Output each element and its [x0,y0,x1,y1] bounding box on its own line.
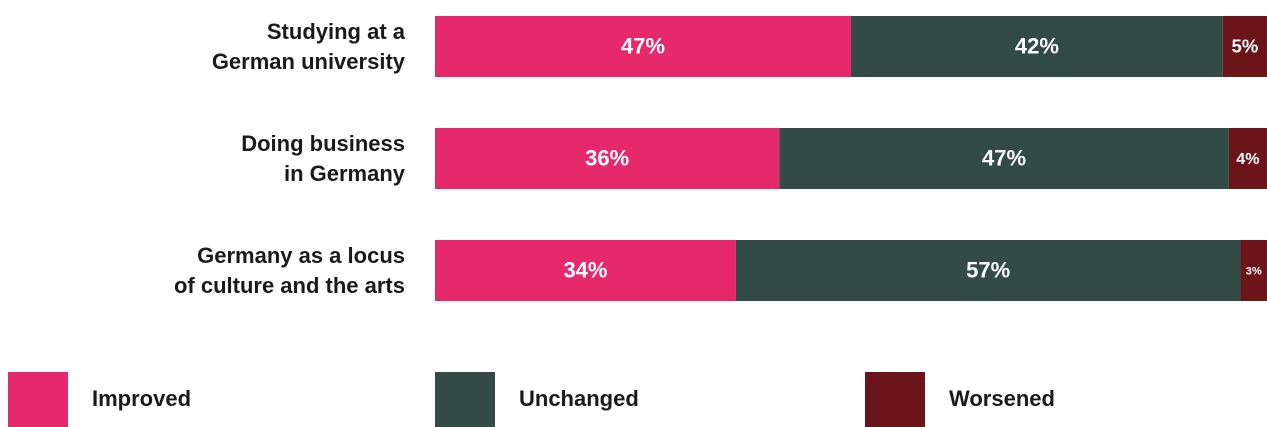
bar-segment [435,240,736,301]
bar-segment [1228,128,1267,189]
data-label: 47% [621,33,665,58]
data-label: 36% [585,145,629,170]
legend-swatch [8,372,68,427]
data-label: 34% [563,257,607,282]
bar-segment [435,128,780,189]
legend-swatch [435,372,495,427]
category-label: Doing business in Germany [241,130,405,186]
legend-label: Improved [92,386,191,411]
bar-segment [1222,16,1267,77]
data-label: 47% [982,145,1026,170]
bar-segment [779,128,1229,189]
legend-label: Unchanged [519,386,639,411]
bar-segment [435,16,851,77]
data-label: 5% [1231,35,1258,56]
legend-label: Worsened [949,386,1055,411]
legend-swatch [865,372,925,427]
category-label: Germany as a locus of culture and the ar… [173,242,405,298]
bar-segment [735,240,1241,301]
data-label: 57% [966,257,1010,282]
bar-segment [1240,240,1267,301]
data-label: 42% [1015,33,1059,58]
bar-segment [851,16,1223,77]
category-label: Studying at a German university [211,18,405,74]
data-label: 4% [1236,150,1259,168]
data-label: 3% [1246,265,1262,277]
